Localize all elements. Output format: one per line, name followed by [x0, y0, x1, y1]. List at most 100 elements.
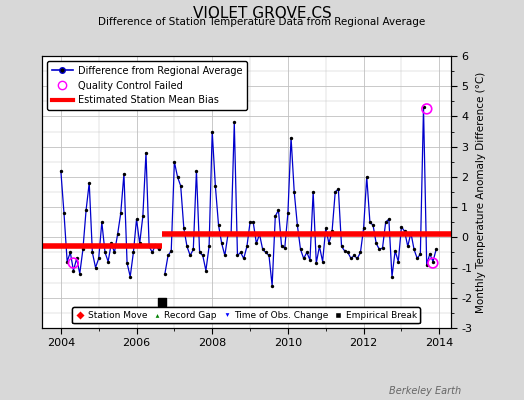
Point [258, 246, 267, 253]
Point [173, 174, 182, 180]
Point [85, 180, 93, 186]
Point [422, 261, 431, 268]
Point [63, 258, 71, 265]
Point [161, 270, 169, 277]
Text: VIOLET GROVE CS: VIOLET GROVE CS [193, 6, 331, 21]
Point [413, 255, 421, 262]
Point [422, 106, 431, 112]
Point [101, 249, 109, 256]
Point [296, 246, 304, 253]
Point [261, 249, 270, 256]
Point [110, 249, 118, 256]
Point [312, 260, 321, 266]
Point [410, 246, 418, 253]
Point [385, 216, 393, 222]
Point [283, 210, 292, 216]
Point [359, 225, 368, 232]
Point [136, 240, 144, 246]
Point [211, 183, 220, 189]
Point [202, 267, 210, 274]
Point [303, 249, 311, 256]
Point [319, 258, 327, 265]
Point [350, 252, 358, 259]
Point [315, 243, 324, 250]
Point [57, 168, 65, 174]
Point [407, 230, 415, 236]
Point [236, 249, 245, 256]
Point [195, 249, 204, 256]
Point [139, 213, 147, 219]
Point [233, 252, 242, 259]
Point [88, 249, 96, 256]
Point [277, 243, 286, 250]
Point [91, 264, 100, 271]
Point [205, 243, 213, 250]
Point [416, 251, 424, 257]
Point [356, 249, 365, 256]
Legend: Station Move, Record Gap, Time of Obs. Change, Empirical Break: Station Move, Record Gap, Time of Obs. C… [72, 307, 420, 324]
Point [186, 252, 194, 259]
Text: Berkeley Earth: Berkeley Earth [389, 386, 461, 396]
Text: Difference of Station Temperature Data from Regional Average: Difference of Station Temperature Data f… [99, 17, 425, 27]
Point [322, 225, 330, 232]
Point [221, 252, 229, 259]
Point [192, 168, 201, 174]
Point [107, 240, 115, 246]
Point [75, 270, 84, 277]
Point [265, 252, 273, 259]
Point [400, 228, 409, 234]
Point [366, 219, 374, 226]
Point [120, 171, 128, 177]
Point [268, 282, 276, 289]
Point [337, 243, 346, 250]
Point [372, 240, 380, 246]
Point [274, 207, 282, 213]
Point [429, 258, 437, 265]
Point [391, 248, 399, 254]
Point [97, 219, 106, 226]
Point [394, 258, 402, 265]
Point [104, 258, 112, 265]
Point [287, 134, 295, 141]
Point [199, 252, 207, 259]
Point [252, 240, 260, 246]
Y-axis label: Monthly Temperature Anomaly Difference (°C): Monthly Temperature Anomaly Difference (… [476, 71, 486, 313]
Point [69, 260, 78, 266]
Point [381, 219, 390, 226]
Point [300, 255, 308, 262]
Point [208, 128, 216, 135]
Point [432, 246, 440, 253]
Point [369, 222, 377, 228]
Point [403, 243, 412, 250]
Point [155, 246, 163, 253]
Point [217, 240, 226, 246]
Point [429, 260, 437, 266]
Point [224, 231, 232, 238]
Point [249, 219, 257, 226]
Point [344, 249, 352, 256]
Point [334, 186, 343, 192]
Point [183, 243, 191, 250]
Point [425, 251, 434, 257]
Point [142, 150, 150, 156]
Point [66, 249, 74, 256]
Point [69, 267, 78, 274]
Point [116, 210, 125, 216]
Point [227, 230, 235, 236]
Point [82, 207, 90, 213]
Point [60, 210, 68, 216]
Point [419, 104, 428, 110]
Point [375, 246, 384, 253]
Point [331, 189, 340, 195]
Point [280, 245, 289, 251]
Point [170, 158, 179, 165]
Point [328, 228, 336, 234]
Point [145, 243, 154, 250]
Point [177, 183, 185, 189]
Point [363, 174, 371, 180]
Point [397, 224, 406, 230]
Point [255, 231, 264, 238]
Point [113, 231, 122, 238]
Point [180, 225, 188, 232]
Point [167, 248, 176, 254]
